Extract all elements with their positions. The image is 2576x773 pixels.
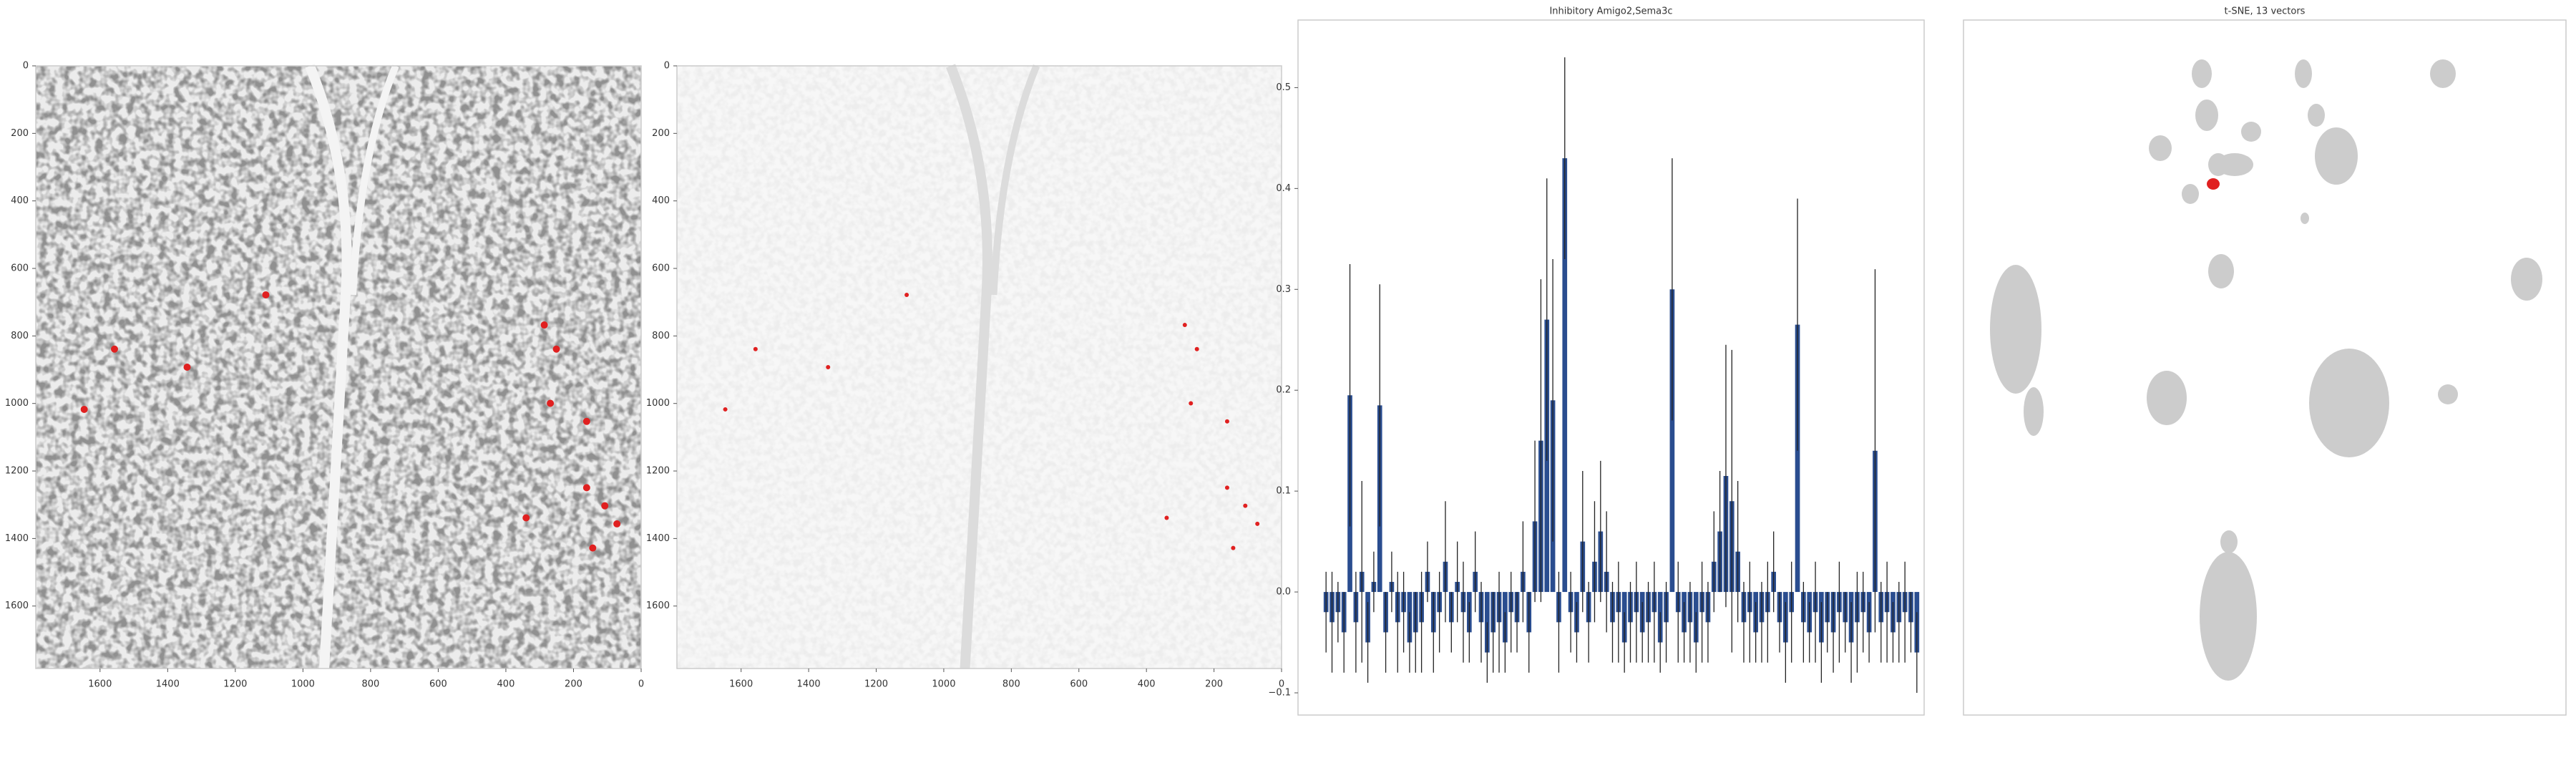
y-tick-label: 1400 (5, 533, 29, 544)
marker-dot (547, 399, 555, 407)
marker-dot (552, 345, 560, 353)
y-tick-label: 400 (652, 195, 670, 206)
bar (1562, 158, 1568, 593)
marker-dot (1189, 401, 1194, 406)
marker-dot (1182, 323, 1187, 328)
y-tick-label: 0.0 (1276, 587, 1291, 598)
tissue-fissure (305, 64, 352, 669)
tsne-clusters (1990, 59, 2542, 681)
y-tick-label: 200 (11, 128, 29, 139)
x-tick-label: 1600 (88, 679, 112, 690)
marker-dot (582, 417, 590, 425)
y-tick-label: 0.5 (1276, 82, 1291, 93)
marker-dot (1164, 515, 1169, 520)
axes-frame (1963, 19, 2567, 716)
tissue-fissure (990, 64, 1040, 296)
marker-dot (723, 407, 728, 412)
x-tick-label: 800 (361, 679, 379, 690)
x-tick-label: 1000 (932, 679, 955, 690)
x-tick-label: 1200 (223, 679, 247, 690)
x-tick-label: 400 (497, 679, 515, 690)
y-tick-label: 800 (11, 331, 29, 341)
y-tick-label: 1400 (646, 533, 670, 544)
y-tick-label: 400 (11, 195, 29, 206)
y-tick-label: 0.1 (1276, 486, 1291, 497)
y-tick-label: 0 (664, 61, 670, 72)
y-tick-label: −0.1 (1268, 687, 1291, 698)
y-tick-label: 0.3 (1276, 284, 1291, 295)
marker-dot (110, 345, 118, 353)
marker-dot (1231, 545, 1236, 550)
y-tick-label: 1000 (646, 398, 670, 409)
marker-dot (826, 365, 831, 369)
x-tick-label: 0 (1279, 679, 1284, 690)
tissue-fissure (946, 64, 992, 669)
y-tick-label: 1600 (5, 601, 29, 611)
marker-dot (540, 321, 548, 329)
x-tick-label: 1400 (156, 679, 180, 690)
x-tick-label: 400 (1138, 679, 1156, 690)
marker-dot (522, 514, 530, 522)
x-tick-label: 1200 (864, 679, 888, 690)
y-tick-label: 0 (23, 61, 29, 72)
marker-dot (589, 544, 597, 552)
marker-dot (183, 364, 191, 371)
y-tick-label: 1200 (646, 466, 670, 477)
marker-dot (1224, 485, 1229, 490)
y-tick-label: 1200 (5, 466, 29, 477)
marker-dot (1194, 346, 1199, 351)
marker-dot (1224, 419, 1229, 424)
y-tick-label: 0.2 (1276, 385, 1291, 396)
x-tick-label: 1400 (797, 679, 821, 690)
y-tick-label: 1000 (5, 398, 29, 409)
axes-frame (676, 65, 1282, 669)
marker-dot (601, 502, 609, 510)
x-tick-label: 600 (429, 679, 447, 690)
axes-frame (1297, 19, 1925, 716)
marker-dot (613, 520, 621, 528)
x-tick-label: 200 (1205, 679, 1223, 690)
y-tick-label: 800 (652, 331, 670, 341)
marker-dot (753, 346, 758, 351)
marker-dot (80, 405, 88, 413)
marker-dot (1255, 521, 1260, 526)
y-tick-label: 1600 (646, 601, 670, 611)
bar (1795, 324, 1800, 593)
marker-dot (582, 484, 590, 492)
y-tick-label: 600 (652, 263, 670, 274)
x-tick-label: 600 (1070, 679, 1088, 690)
x-tick-label: 1600 (729, 679, 753, 690)
x-tick-label: 200 (565, 679, 582, 690)
x-tick-label: 0 (638, 679, 644, 690)
marker-dot (1243, 503, 1248, 508)
bar (1669, 289, 1675, 593)
x-tick-label: 1000 (291, 679, 315, 690)
axes-frame (35, 65, 642, 669)
chart-title: t-SNE, 13 vectors (2225, 6, 2306, 17)
marker-dot (904, 292, 909, 297)
y-tick-label: 0.4 (1276, 183, 1291, 194)
y-tick-label: 600 (11, 263, 29, 274)
tissue-fissure (349, 64, 399, 296)
chart-title: Inhibitory Amigo2,Sema3c (1549, 6, 1672, 17)
x-tick-label: 800 (1002, 679, 1020, 690)
y-tick-label: 200 (652, 128, 670, 139)
marker-dot (262, 291, 270, 298)
